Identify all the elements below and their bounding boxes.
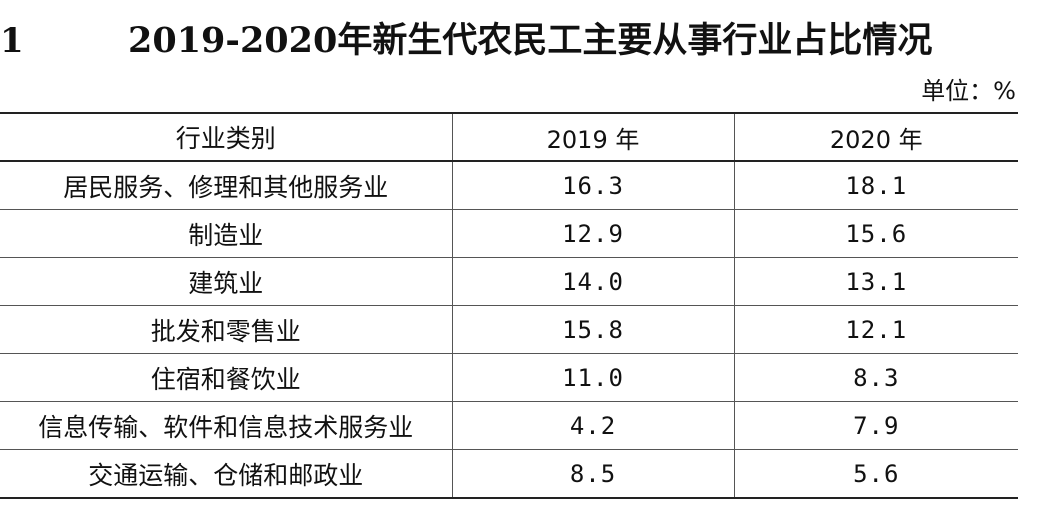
row-value-2020: 8.3: [733, 353, 1018, 402]
row-category: 制造业: [0, 209, 452, 258]
table-row: 交通运输、仓储和邮政业 8.5 5.6: [0, 449, 1018, 499]
table-row: 信息传输、软件和信息技术服务业 4.2 7.9: [0, 401, 1018, 450]
row-category: 建筑业: [0, 257, 452, 306]
row-category: 批发和零售业: [0, 305, 452, 354]
table-header: 行业类别 2019 年 2020 年: [0, 112, 1018, 162]
row-value-2019: 8.5: [451, 449, 734, 499]
header-2020: 2020 年: [733, 112, 1018, 162]
header-category: 行业类别: [0, 112, 452, 162]
row-value-2020: 7.9: [733, 401, 1018, 450]
unit-label: 单位：%: [921, 77, 1016, 105]
header-2019: 2019 年: [451, 112, 734, 162]
table-row: 制造业 12.9 15.6: [0, 209, 1018, 258]
table-row: 住宿和餐饮业 11.0 8.3: [0, 353, 1018, 402]
row-category: 居民服务、修理和其他服务业: [0, 161, 452, 210]
row-value-2020: 5.6: [733, 449, 1018, 499]
row-category: 住宿和餐饮业: [0, 353, 452, 402]
header-row: 行业类别 2019 年 2020 年: [0, 112, 1018, 162]
table-row: 建筑业 14.0 13.1: [0, 257, 1018, 306]
row-category: 交通运输、仓储和邮政业: [0, 449, 452, 499]
table-row: 居民服务、修理和其他服务业 16.3 18.1: [0, 161, 1018, 210]
table-title: 2019-2020年新生代农民工主要从事行业占比情况: [128, 20, 933, 61]
row-category: 信息传输、软件和信息技术服务业: [0, 401, 452, 450]
industry-share-table: 行业类别 2019 年 2020 年 居民服务、修理和其他服务业 16.3 18…: [0, 112, 1018, 499]
row-value-2020: 18.1: [733, 161, 1018, 210]
table-number: 1: [0, 21, 24, 61]
row-value-2020: 12.1: [733, 305, 1018, 354]
row-value-2019: 14.0: [451, 257, 734, 306]
row-value-2019: 4.2: [451, 401, 734, 450]
table-row: 批发和零售业 15.8 12.1: [0, 305, 1018, 354]
table-body: 居民服务、修理和其他服务业 16.3 18.1 制造业 12.9 15.6 建筑…: [0, 161, 1018, 499]
row-value-2019: 16.3: [451, 161, 734, 210]
row-value-2020: 15.6: [733, 209, 1018, 258]
row-value-2019: 12.9: [451, 209, 734, 258]
row-value-2020: 13.1: [733, 257, 1018, 306]
row-value-2019: 15.8: [451, 305, 734, 354]
row-value-2019: 11.0: [451, 353, 734, 402]
